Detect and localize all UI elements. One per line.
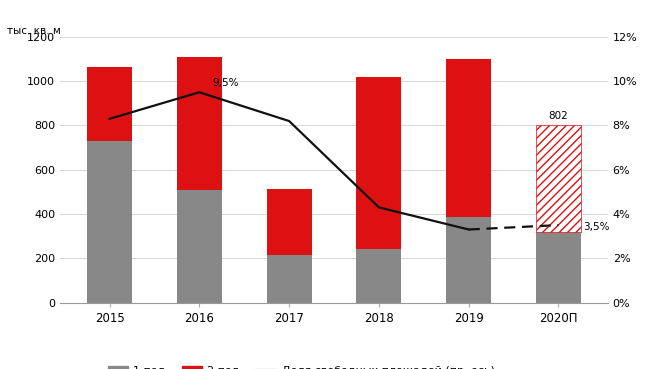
Text: 802: 802	[548, 111, 568, 121]
Bar	[357, 249, 401, 303]
Bar	[87, 141, 132, 303]
Bar	[446, 59, 491, 217]
Bar	[267, 189, 311, 255]
Bar	[357, 77, 401, 249]
Bar	[177, 190, 222, 303]
Bar	[87, 67, 132, 141]
Bar	[536, 232, 581, 303]
Legend: 1 пол., 2 пол., Доля свободных площадей (пр. ось): 1 пол., 2 пол., Доля свободных площадей …	[104, 361, 499, 369]
Bar	[446, 217, 491, 303]
Text: 9,5%: 9,5%	[213, 78, 239, 88]
Text: тыс. кв. м: тыс. кв. м	[7, 26, 60, 36]
Bar	[536, 125, 581, 232]
Bar	[177, 57, 222, 190]
Bar	[267, 255, 311, 303]
Text: 3,5%: 3,5%	[584, 222, 610, 232]
